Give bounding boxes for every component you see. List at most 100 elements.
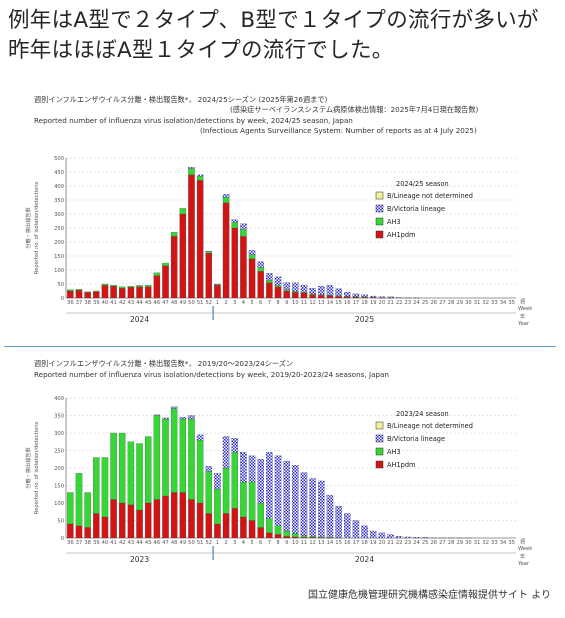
y-tick-label: 50 bbox=[57, 519, 64, 525]
x-tick-label: 51 bbox=[197, 300, 204, 306]
x-tick-label: 4 bbox=[242, 540, 246, 546]
bar-b-victoria-lineage bbox=[352, 520, 360, 539]
x-tick-label: 13 bbox=[318, 540, 325, 546]
bar-ah1pdm bbox=[326, 295, 334, 299]
x-tick-label: 5 bbox=[250, 300, 253, 306]
bar-ah1pdm bbox=[248, 258, 256, 299]
bar-ah3 bbox=[257, 502, 264, 528]
bar-b-victoria-lineage bbox=[413, 297, 420, 299]
x-tick-label: 46 bbox=[154, 540, 161, 546]
bar-ah1pdm bbox=[127, 504, 135, 539]
x-tick-label: 25 bbox=[422, 540, 429, 546]
bar-ah3 bbox=[162, 262, 169, 266]
legend-item: AH3 bbox=[387, 448, 401, 456]
bar-ah3 bbox=[179, 208, 187, 215]
bar-ah3 bbox=[110, 284, 117, 287]
x-tick-label: 30 bbox=[465, 300, 472, 306]
x-tick-label: 8 bbox=[276, 300, 279, 306]
bar-b-victoria-lineage bbox=[222, 194, 230, 198]
x-tick-label: 20 bbox=[379, 540, 386, 546]
bar-ah3 bbox=[75, 473, 83, 526]
bar-ah1pdm bbox=[214, 285, 221, 299]
bar-ah3 bbox=[75, 289, 83, 291]
x-tick-label: 15 bbox=[335, 540, 342, 546]
bar-ah1pdm bbox=[283, 536, 290, 539]
bar-b-victoria-lineage bbox=[413, 537, 420, 539]
x-tick-label: 34 bbox=[500, 540, 507, 546]
bar-b-victoria-lineage bbox=[361, 525, 368, 539]
x-tick-label: 7 bbox=[268, 540, 271, 546]
chart-2019-2024: 週別インフルエンザウイルス分離・検出報告数*， 2019/20～2023/24シ… bbox=[20, 352, 555, 580]
legend-swatch bbox=[375, 447, 384, 456]
y-tick-label: 450 bbox=[54, 170, 64, 176]
x-tick-label: 3 bbox=[233, 300, 236, 306]
bar-ah1pdm bbox=[309, 294, 316, 299]
bar-ah3 bbox=[309, 293, 316, 295]
bar-ah3 bbox=[196, 176, 204, 181]
bar-ah3 bbox=[67, 289, 74, 292]
legend-item: AH1pdm bbox=[387, 231, 415, 239]
bar-ah1pdm bbox=[283, 290, 290, 299]
x-tick-label: 14 bbox=[327, 300, 334, 306]
x-tick-label: 48 bbox=[171, 300, 178, 306]
x-tick-label: 2 bbox=[224, 540, 227, 546]
bar-ah1pdm bbox=[292, 536, 299, 539]
y-tick-label: 0 bbox=[61, 296, 64, 302]
x-tick-label: 22 bbox=[396, 300, 403, 306]
bar-ah3 bbox=[67, 492, 74, 525]
year-axis-label-jp: 年 bbox=[520, 312, 525, 320]
bar-ah1pdm bbox=[93, 291, 100, 299]
bar-ah1pdm bbox=[84, 292, 91, 299]
bar-ah1pdm bbox=[136, 286, 143, 299]
x-tick-label: 3 bbox=[233, 540, 236, 546]
chart-title-en: Reported number of influenza virus isola… bbox=[34, 116, 353, 125]
legend-title: 2023/24 season bbox=[396, 410, 449, 418]
x-tick-label: 1 bbox=[216, 300, 219, 306]
bar-ah3 bbox=[101, 283, 109, 286]
bar-b-victoria-lineage bbox=[257, 459, 264, 504]
bar-b-victoria-lineage bbox=[214, 473, 221, 490]
x-tick-label: 26 bbox=[430, 300, 437, 306]
bar-ah3 bbox=[274, 525, 282, 535]
y-tick-label: 400 bbox=[54, 184, 64, 190]
x-tick-label: 32 bbox=[482, 300, 489, 306]
bar-ah3 bbox=[300, 535, 308, 538]
x-tick-label: 21 bbox=[387, 540, 394, 546]
x-tick-label: 14 bbox=[327, 540, 334, 546]
bar-ah1pdm bbox=[75, 290, 83, 299]
bar-ah1pdm bbox=[101, 516, 109, 539]
bar-b-victoria-lineage bbox=[266, 452, 273, 519]
x-tick-label: 36 bbox=[67, 540, 74, 546]
bar-b-victoria-lineage bbox=[335, 288, 342, 296]
y-tick-label: 250 bbox=[54, 226, 64, 232]
x-tick-label: 44 bbox=[136, 300, 143, 306]
bar-b-victoria-lineage bbox=[292, 465, 299, 534]
x-tick-label: 35 bbox=[508, 540, 515, 546]
x-tick-label: 21 bbox=[387, 300, 394, 306]
bar-b-victoria-lineage bbox=[274, 276, 282, 286]
bar-ah1pdm bbox=[240, 236, 247, 299]
source-credit: 国立健康危機管理研究機構感染症情報提供サイト より bbox=[308, 590, 551, 601]
bar-ah1pdm bbox=[67, 523, 74, 539]
bar-ah1pdm bbox=[300, 292, 308, 299]
bar-b-victoria-lineage bbox=[170, 406, 178, 409]
legend-swatch bbox=[375, 460, 384, 469]
x-tick-label: 11 bbox=[301, 300, 308, 306]
bar-b-victoria-lineage bbox=[309, 478, 316, 537]
bar-ah3 bbox=[309, 536, 316, 538]
bar-b-victoria-lineage bbox=[179, 417, 187, 420]
x-tick-label: 6 bbox=[259, 300, 262, 306]
bar-b-victoria-lineage bbox=[387, 296, 394, 298]
bar-ah3 bbox=[144, 284, 152, 287]
bar-ah3 bbox=[119, 286, 126, 289]
x-tick-label: 47 bbox=[162, 300, 169, 306]
x-tick-label: 9 bbox=[285, 540, 288, 546]
y-tick-label: 0 bbox=[61, 536, 64, 542]
x-tick-label: 9 bbox=[285, 300, 288, 306]
x-tick-label: 10 bbox=[292, 300, 299, 306]
bar-ah1pdm bbox=[222, 202, 230, 299]
bar-ah3 bbox=[257, 267, 264, 272]
week-label-jp: 週 bbox=[520, 297, 525, 305]
bar-ah1pdm bbox=[318, 295, 325, 299]
bar-ah3 bbox=[274, 284, 282, 287]
